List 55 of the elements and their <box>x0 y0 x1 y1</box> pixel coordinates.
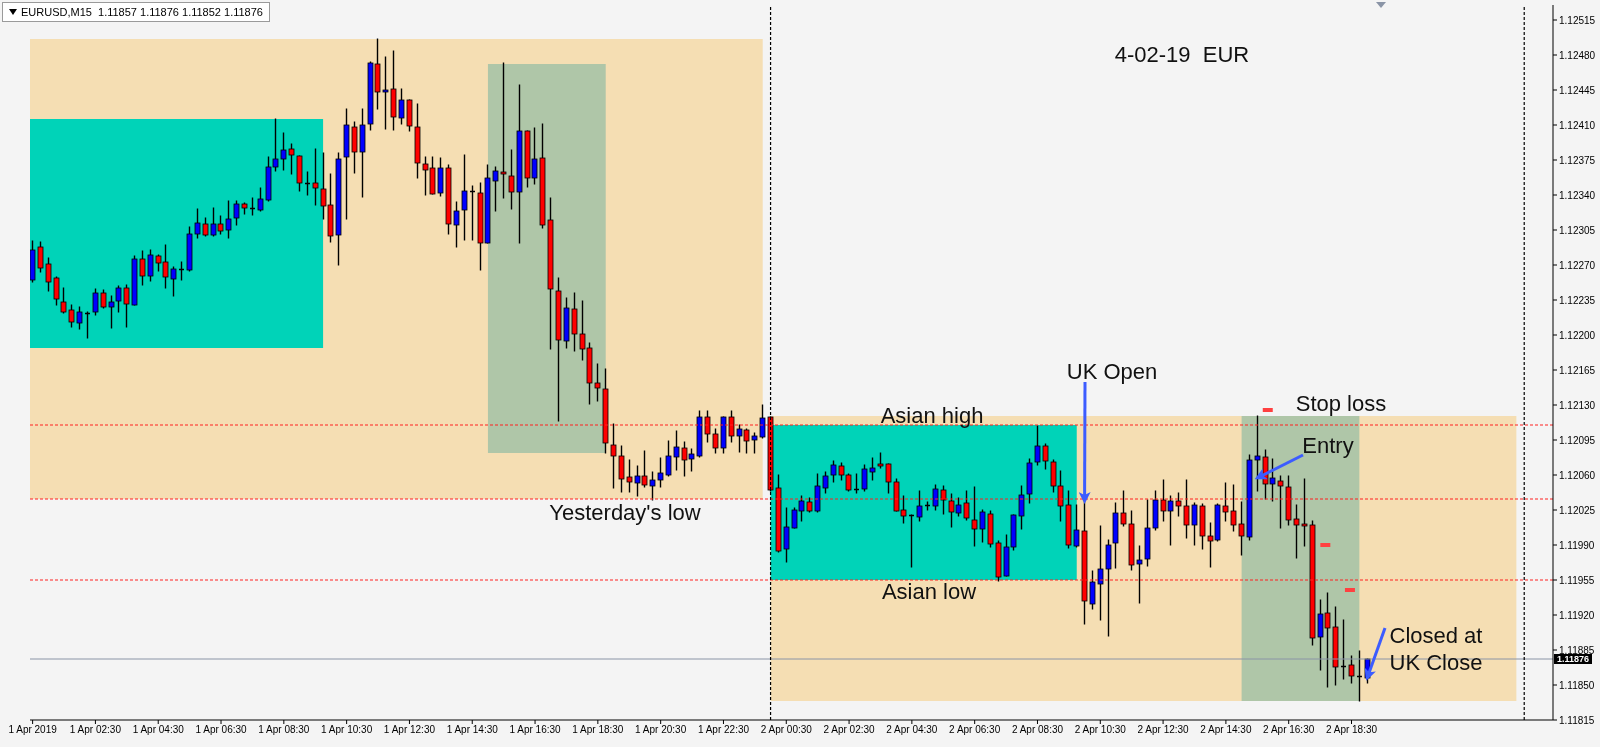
ref-line-label: Asian low <box>880 578 978 606</box>
x-tick-label: 1 Apr 18:30 <box>572 724 624 736</box>
x-tick-label: 1 Apr 2019 <box>8 724 58 736</box>
y-tick-label: 1.11990 <box>1559 539 1595 551</box>
y-tick-label: 1.11955 <box>1559 574 1595 586</box>
y-tick-label: 1.12200 <box>1559 329 1596 341</box>
x-tick-label: 1 Apr 16:30 <box>509 724 562 736</box>
y-tick-label: 1.12410 <box>1559 119 1596 131</box>
text: 4-02-19 EUR <box>1113 42 1251 68</box>
chart-title: EURUSD,M15 1.11857 1.11876 1.11852 1.11876 <box>21 6 263 18</box>
x-tick-label: 2 Apr 18:30 <box>1325 724 1378 736</box>
annotation: UK Open <box>1065 358 1159 385</box>
x-tick-label: 2 Apr 14:30 <box>1200 724 1252 736</box>
y-tick-label: 1.12305 <box>1559 224 1596 236</box>
candlestick <box>1348 654 1355 685</box>
x-tick-label: 2 Apr 10:30 <box>1074 724 1127 736</box>
annotation: Stop loss <box>1294 390 1388 417</box>
x-tick-label: 2 Apr 08:30 <box>1011 724 1064 736</box>
ref-line-label: 1.11876 <box>1554 654 1593 664</box>
x-tick-label: 1 Apr 12:30 <box>383 724 436 736</box>
y-tick-label: 1.12445 <box>1559 84 1596 96</box>
x-tick-label: 2 Apr 16:30 <box>1263 724 1315 736</box>
x-tick-label: 1 Apr 14:30 <box>446 724 499 736</box>
y-tick-label: 1.12340 <box>1559 189 1596 201</box>
y-tick-label: 1.12480 <box>1559 49 1596 61</box>
x-tick-label: 1 Apr 22:30 <box>697 724 750 736</box>
candlestick <box>916 489 923 523</box>
y-tick-label: 1.11815 <box>1559 714 1595 726</box>
x-tick-label: 1 Apr 04:30 <box>132 724 185 736</box>
x-tick-label: 2 Apr 06:30 <box>949 724 1001 736</box>
y-tick-label: 1.11885 <box>1559 644 1595 656</box>
annotation: Closed at UK Close <box>1388 622 1484 676</box>
x-tick-label: 2 Apr 00:30 <box>760 724 813 736</box>
y-tick-label: 1.12130 <box>1559 399 1596 411</box>
y-tick-label: 1.12235 <box>1559 294 1596 306</box>
y-tick-label: 1.12025 <box>1559 504 1596 516</box>
y-tick-label: 1.12515 <box>1559 14 1596 26</box>
y-tick-label: 1.12165 <box>1559 364 1596 376</box>
y-tick-label: 1.12095 <box>1559 434 1596 446</box>
x-tick-label: 1 Apr 20:30 <box>635 724 687 736</box>
ref-line-label: Yesterday's low <box>548 499 702 527</box>
y-tick-label: 1.12270 <box>1559 259 1596 271</box>
x-tick-label: 1 Apr 08:30 <box>258 724 310 736</box>
x-tick-label: 1 Apr 06:30 <box>195 724 248 736</box>
x-tick-label: 1 Apr 02:30 <box>69 724 122 736</box>
y-tick-label: 1.12060 <box>1559 469 1596 481</box>
x-tick-label: 2 Apr 04:30 <box>886 724 938 736</box>
x-tick-label: 2 Apr 02:30 <box>823 724 876 736</box>
x-tick-label: 1 Apr 10:30 <box>321 724 373 736</box>
y-tick-label: 1.11850 <box>1559 679 1595 691</box>
annotation: Entry <box>1301 432 1355 459</box>
x-tick-label: 2 Apr 12:30 <box>1137 724 1190 736</box>
ref-line-label: Asian high <box>879 402 985 430</box>
y-tick-label: 1.12375 <box>1559 154 1596 166</box>
y-tick-label: 1.11920 <box>1559 609 1595 621</box>
